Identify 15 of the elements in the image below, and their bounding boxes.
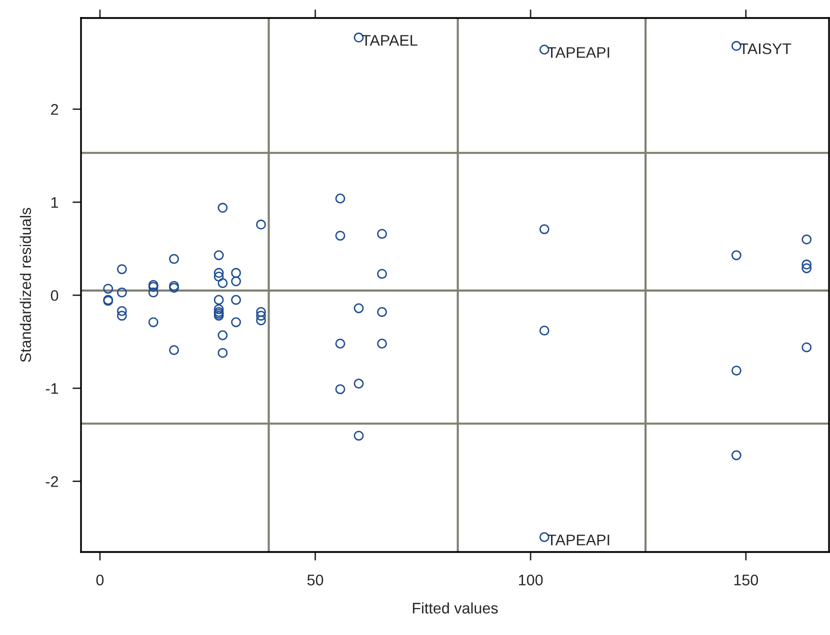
x-tick-label: 100 <box>518 574 543 586</box>
annotation: TAPEAPI <box>547 47 610 58</box>
y-tick-label: -1 <box>46 383 58 394</box>
x-tick-label: 50 <box>307 574 324 586</box>
annotation: TAPEAPI <box>547 534 610 546</box>
annotation: TAPAEL <box>362 35 418 46</box>
y-tick-label: -2 <box>46 476 58 487</box>
x-tick-label: 0 <box>96 574 104 586</box>
annotation: TAISYT <box>740 43 792 54</box>
x-axis-title: Fitted values <box>412 602 498 614</box>
y-tick-label: 1 <box>51 197 58 208</box>
y-axis-title: Standardized residuals <box>20 208 32 362</box>
y-tick-label: 2 <box>51 104 58 115</box>
x-tick-label: 150 <box>734 574 758 586</box>
y-tick-label: 0 <box>50 290 58 301</box>
